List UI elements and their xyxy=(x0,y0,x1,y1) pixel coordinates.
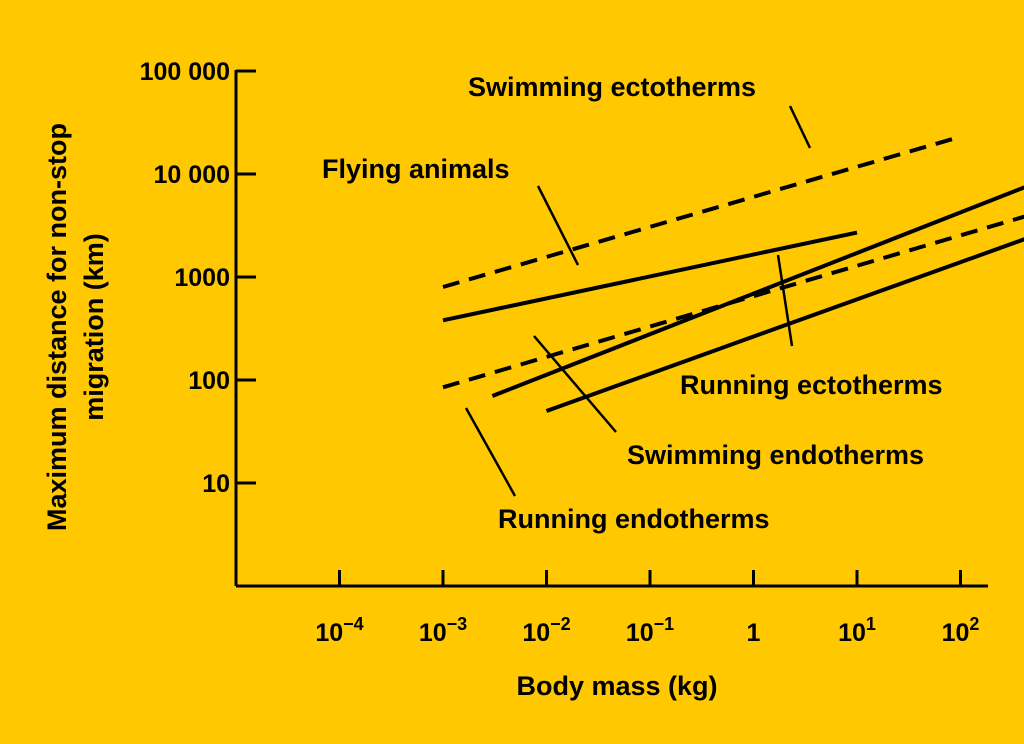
x-tick-label: 101 xyxy=(838,614,876,647)
label-swimming-endotherms: Swimming endotherms xyxy=(627,440,924,470)
axes xyxy=(234,70,988,588)
series-lines xyxy=(442,134,1024,413)
y-tick-label: 10 000 xyxy=(154,161,230,189)
series-line-running-ectotherms xyxy=(442,214,1024,390)
x-tick-label: 10−2 xyxy=(522,614,570,647)
label-running-ectotherms: Running ectotherms xyxy=(680,370,943,400)
series-line-swimming-ectotherms xyxy=(442,134,962,289)
leader-running-endotherms xyxy=(464,407,517,497)
label-swimming-ectotherms: Swimming ectotherms xyxy=(468,72,756,102)
leader-swimming-ectotherms xyxy=(788,105,812,149)
y-axis-title: Maximum distance for non-stop migration … xyxy=(42,123,109,531)
x-tick-label: 102 xyxy=(942,614,980,647)
label-flying-animals: Flying animals xyxy=(322,154,510,184)
y-tick-label: 100 000 xyxy=(140,58,230,86)
y-tick-label: 10 xyxy=(202,470,230,498)
series-line-running-endotherms xyxy=(545,237,1024,413)
leader-running-ectotherms xyxy=(776,254,794,347)
y-ticks: 10 100 1000 10 000 100 000 xyxy=(140,58,256,498)
y-tick-label: 100 xyxy=(188,367,230,395)
x-tick-label: 1 xyxy=(747,619,761,647)
leader-swimming-endotherms xyxy=(533,335,617,433)
x-tick-label: 10−3 xyxy=(419,614,467,647)
y-axis-title-line-2: migration (km) xyxy=(79,233,109,421)
x-ticks: 10−410−310−210−11101102103 xyxy=(315,570,980,647)
y-axis-title-line-1: Maximum distance for non-stop xyxy=(42,123,72,531)
label-running-endotherms: Running endotherms xyxy=(498,504,770,534)
series-line-flying-animals xyxy=(442,230,858,323)
x-axis-title: Body mass (kg) xyxy=(516,671,717,701)
y-tick-label: 1000 xyxy=(174,264,230,292)
series-line-swimming-endotherms xyxy=(491,185,1024,398)
series-annotations: Swimming ectotherms Flying animals Runni… xyxy=(322,72,943,534)
x-tick-label: 10−4 xyxy=(315,614,363,647)
leader-flying-animals xyxy=(536,185,580,266)
x-tick-label: 10−1 xyxy=(626,614,674,647)
